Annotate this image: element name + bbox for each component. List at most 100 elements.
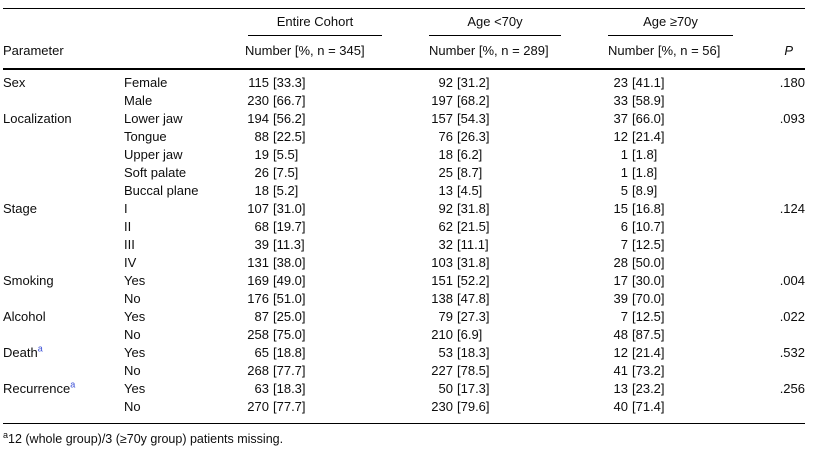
p-value-cell (755, 236, 805, 254)
table-header: Entire Cohort Age <70y Age ≥70y Paramete… (3, 9, 805, 70)
level-cell: Yes (124, 381, 146, 396)
parameter-label: Death (3, 345, 38, 360)
level-cell: Lower jaw (124, 111, 183, 126)
p-value-cell: .256 (779, 381, 805, 396)
footnote: a12 (whole group)/3 (≥70y group) patient… (3, 429, 805, 447)
age-lt70-count: 103 (431, 255, 453, 270)
entire-cohort-count: 115 (248, 75, 269, 90)
age-ge70-count: 7 (620, 309, 628, 324)
p-value-cell: .093 (779, 111, 805, 126)
p-value-cell (755, 398, 805, 424)
level-cell: Male (124, 93, 153, 108)
entire-cohort-cell: 176 [51.0] (245, 290, 429, 308)
age-lt70-cell: 18 [6.2] (429, 146, 608, 164)
entire-cohort-cell: 131 [38.0] (245, 254, 429, 272)
parameter-cell: Localization (3, 110, 124, 128)
group-header-p-spacer (755, 9, 805, 37)
table-row: Smoking Yes 169 [49.0] 151 [52.2] 17 [30.0]… (3, 272, 805, 290)
age-ge70-count: 48 (613, 327, 628, 342)
column-header-parameter: Parameter (3, 36, 245, 70)
age-lt70-percent: [54.3] (457, 111, 490, 126)
age-ge70-count: 17 (613, 273, 628, 288)
footnote-link-superscript[interactable]: a (37, 343, 43, 354)
age-ge70-percent: [66.0] (632, 111, 665, 126)
age-ge70-count: 12 (613, 345, 628, 360)
age-lt70-label: Age <70y (429, 14, 561, 36)
p-value-cell (755, 164, 805, 182)
entire-cohort-percent: [33.3] (273, 75, 306, 90)
p-value-cell: .124 (779, 201, 805, 216)
age-lt70-percent: [31.8] (457, 201, 490, 216)
age-ge70-cell: 1 [1.8] (608, 146, 755, 164)
parameter-label: Sex (3, 75, 26, 90)
entire-cohort-count: 258 (247, 327, 269, 342)
table-row: No 270 [77.7] 230 [79.6] 40 [71.4] (3, 398, 805, 424)
column-group-entire-cohort: Entire Cohort (245, 9, 429, 36)
entire-cohort-cell: 115 [33.3] (245, 69, 429, 92)
age-ge70-cell: 5 [8.9] (608, 182, 755, 200)
table-row: II 68 [19.7] 62 [21.5] 6 [10.7] (3, 218, 805, 236)
entire-cohort-percent: [7.5] (273, 165, 299, 180)
entire-cohort-percent: [18.8] (273, 345, 306, 360)
age-ge70-percent: [12.5] (632, 309, 665, 324)
age-lt70-percent: [78.5] (457, 363, 490, 378)
age-ge70-count: 12 (613, 129, 628, 144)
age-lt70-percent: [6.2] (457, 147, 483, 162)
age-lt70-cell: 197 [68.2] (429, 92, 608, 110)
age-lt70-cell: 25 [8.7] (429, 164, 608, 182)
parameter-cell (3, 236, 124, 254)
age-lt70-percent: [26.3] (457, 129, 490, 144)
entire-cohort-count: 19 (254, 147, 269, 162)
age-lt70-cell: 76 [26.3] (429, 128, 608, 146)
age-lt70-percent: [79.6] (457, 399, 490, 414)
parameter-cell: Recurrencea (3, 380, 124, 398)
age-lt70-count: 230 (431, 399, 453, 414)
age-lt70-percent: [6.9] (457, 327, 483, 342)
age-lt70-cell: 138 [47.8] (429, 290, 608, 308)
footnote-link-superscript[interactable]: a (70, 379, 76, 390)
age-ge70-percent: [8.9] (632, 183, 658, 198)
footnote-marker: a (3, 429, 9, 440)
entire-cohort-percent: [19.7] (273, 219, 306, 234)
entire-cohort-cell: 18 [5.2] (245, 182, 429, 200)
entire-cohort-count: 107 (247, 201, 269, 216)
age-ge70-percent: [1.8] (632, 147, 658, 162)
level-cell: III (124, 237, 135, 252)
age-lt70-percent: [31.8] (457, 255, 490, 270)
age-ge70-count: 28 (613, 255, 628, 270)
age-lt70-cell: 103 [31.8] (429, 254, 608, 272)
parameter-cell: Sex (3, 69, 124, 92)
age-ge70-percent: [1.8] (632, 165, 658, 180)
entire-cohort-count: 68 (254, 219, 269, 234)
parameter-cell (3, 254, 124, 272)
entire-cohort-count: 65 (254, 345, 269, 360)
group-header-row: Entire Cohort Age <70y Age ≥70y (3, 9, 805, 37)
age-ge70-count: 6 (620, 219, 628, 234)
parameter-cell: Smoking (3, 272, 124, 290)
level-cell: No (124, 291, 141, 306)
entire-cohort-cell: 194 [56.2] (245, 110, 429, 128)
age-lt70-cell: 227 [78.5] (429, 362, 608, 380)
p-value-cell (755, 326, 805, 344)
age-lt70-cell: 230 [79.6] (429, 398, 608, 424)
age-lt70-count: 138 (431, 291, 453, 306)
age-ge70-count: 41 (613, 363, 628, 378)
table-row: Upper jaw 19 [5.5] 18 [6.2] 1 [1.8] (3, 146, 805, 164)
level-cell: Soft palate (124, 165, 187, 180)
age-lt70-percent: [68.2] (457, 93, 490, 108)
parameter-cell: Deatha (3, 344, 124, 362)
table-row: No 268 [77.7] 227 [78.5] 41 [73.2] (3, 362, 805, 380)
level-cell: No (124, 327, 141, 342)
table-row: Sex Female 115 [33.3] 92 [31.2] 23 [41.1] .… (3, 69, 805, 92)
entire-cohort-cell: 88 [22.5] (245, 128, 429, 146)
table-row: Male 230 [66.7] 197 [68.2] 33 [58.9] (3, 92, 805, 110)
age-ge70-count: 7 (620, 237, 628, 252)
level-cell: Yes (124, 309, 146, 324)
p-value-cell (755, 254, 805, 272)
age-ge70-percent: [41.1] (632, 75, 665, 90)
age-ge70-cell: 6 [10.7] (608, 218, 755, 236)
age-lt70-count: 76 (438, 129, 453, 144)
age-ge70-percent: [16.8] (632, 201, 665, 216)
table-body: Sex Female 115 [33.3] 92 [31.2] 23 [41.1] .… (3, 69, 805, 424)
age-ge70-percent: [71.4] (632, 399, 665, 414)
